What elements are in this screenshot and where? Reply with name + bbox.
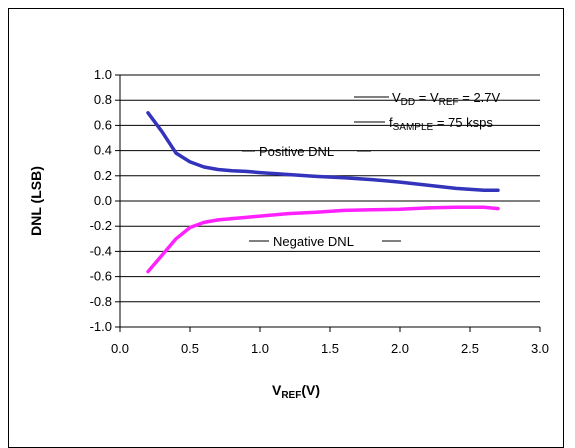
x-tick-label: 0.0 bbox=[111, 341, 129, 356]
conditions-annotation: VDD = VREF = 2.7V fSAMPLE = 75 ksps bbox=[354, 90, 501, 133]
y-tick-label: -0.6 bbox=[90, 269, 112, 284]
y-axis-title: DNL (LSB) bbox=[28, 166, 44, 236]
y-tick-labels: 1.0 0.8 0.6 0.4 0.2 0.0 -0.2 -0.4 -0.6 -0.8 -1.0 bbox=[90, 67, 112, 334]
y-tick-label: -0.8 bbox=[90, 294, 112, 309]
series-lines bbox=[146, 111, 500, 274]
y-tick-label: 0.2 bbox=[94, 168, 112, 183]
x-tick-label: 1.0 bbox=[251, 341, 269, 356]
x-tick-label: 2.0 bbox=[391, 341, 409, 356]
y-tick-label: -0.2 bbox=[90, 218, 112, 233]
positive-dnl-annotation: Positive DNL bbox=[242, 144, 371, 159]
negative-dnl-annotation: Negative DNL bbox=[249, 234, 401, 249]
x-axis-title: VREF(V) bbox=[272, 382, 320, 401]
x-tick-label: 3.0 bbox=[531, 341, 549, 356]
conditions-fsample: fSAMPLE = 75 ksps bbox=[389, 115, 493, 133]
chart-frame: 1.0 0.8 0.6 0.4 0.2 0.0 -0.2 -0.4 -0.6 -0.8 -1.0 0… bbox=[8, 8, 564, 448]
y-tick-label: 0.4 bbox=[94, 143, 112, 158]
grid bbox=[120, 74, 540, 328]
negative-dnl-label: Negative DNL bbox=[273, 234, 354, 249]
dnl-chart: 1.0 0.8 0.6 0.4 0.2 0.0 -0.2 -0.4 -0.6 -0.8 -1.0 0… bbox=[28, 67, 549, 401]
y-tick-label: 1.0 bbox=[94, 67, 112, 82]
x-tick-label: 0.5 bbox=[181, 341, 199, 356]
y-tick-label: 0.8 bbox=[94, 92, 112, 107]
y-tick-label: 0.0 bbox=[94, 193, 112, 208]
negative-dnl-line bbox=[146, 205, 500, 274]
y-tick-label: -0.4 bbox=[90, 243, 112, 258]
conditions-vdd-vref: VDD = VREF = 2.7V bbox=[392, 90, 501, 108]
x-tick-labels: 0.0 0.5 1.0 1.5 2.0 2.5 3.0 bbox=[111, 341, 549, 356]
positive-dnl-label: Positive DNL bbox=[259, 144, 334, 159]
y-tick-label: 0.6 bbox=[94, 117, 112, 132]
y-tick-label: -1.0 bbox=[90, 319, 112, 334]
x-tick-label: 1.5 bbox=[321, 341, 339, 356]
axes bbox=[115, 74, 541, 332]
positive-dnl-line bbox=[146, 111, 500, 193]
x-tick-label: 2.5 bbox=[461, 341, 479, 356]
